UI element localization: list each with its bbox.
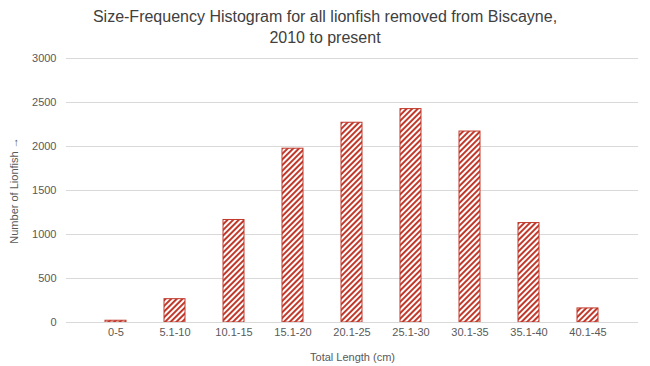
html-text:Size-Frequency Histogram for a: Size-Frequency Histogram for all lionfis… (92, 8, 558, 46)
svg-text:10.1-15: 10.1-15 (215, 326, 252, 338)
svg-text:Total Length (cm): Total Length (cm) (310, 351, 395, 363)
svg-text:15.1-20: 15.1-20 (274, 326, 311, 338)
svg-text:40.1-45: 40.1-45 (569, 326, 606, 338)
svg-text:5.1-10: 5.1-10 (159, 326, 190, 338)
svg-text:25.1-30: 25.1-30 (392, 326, 429, 338)
svg-text:0-5: 0-5 (108, 326, 124, 338)
svg-text:500: 500 (38, 272, 56, 284)
svg-text:3000: 3000 (32, 52, 56, 64)
svg-text:1500: 1500 (32, 184, 56, 196)
svg-text:Number of Lionfish →: Number of Lionfish → (8, 137, 20, 243)
svg-text:0: 0 (50, 316, 56, 328)
svg-text:2000: 2000 (32, 140, 56, 152)
svg-text:20.1-25: 20.1-25 (333, 326, 370, 338)
svg-text:30.1-35: 30.1-35 (451, 326, 488, 338)
svg-text:1000: 1000 (32, 228, 56, 240)
svg-text:35.1-40: 35.1-40 (510, 326, 547, 338)
svg-text:2500: 2500 (32, 96, 56, 108)
